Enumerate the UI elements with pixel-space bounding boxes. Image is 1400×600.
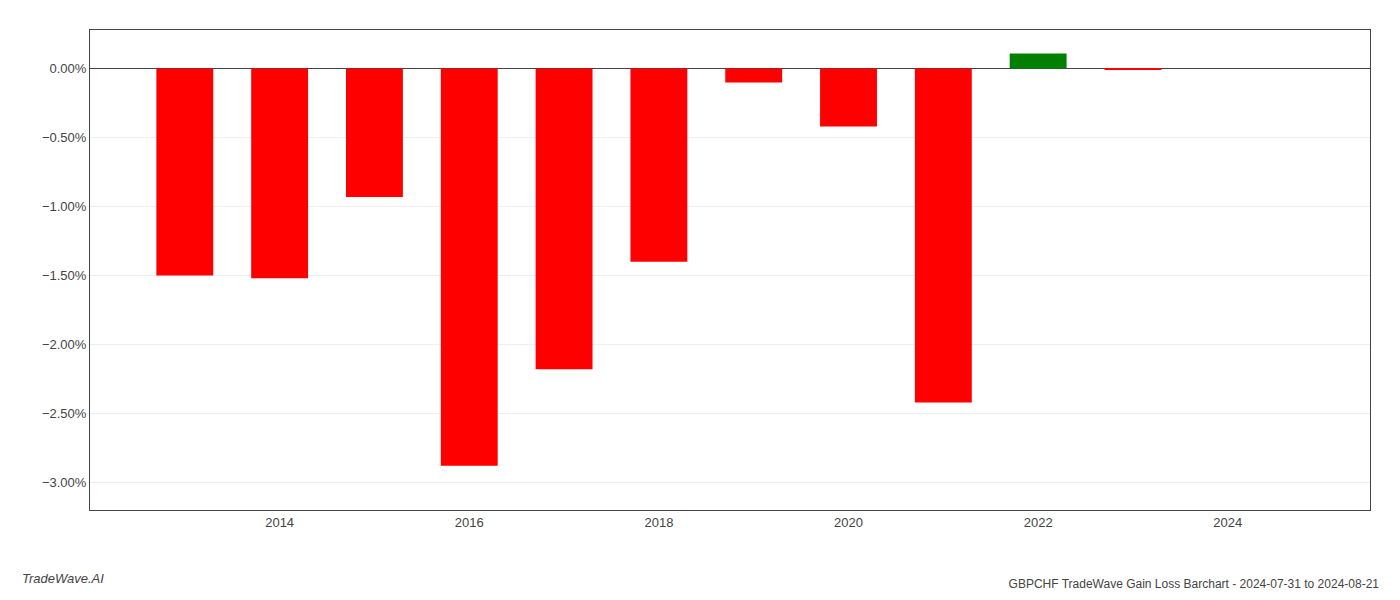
- svg-text:−0.50%: −0.50%: [42, 130, 87, 145]
- svg-text:2018: 2018: [644, 515, 673, 530]
- svg-text:−1.00%: −1.00%: [42, 199, 87, 214]
- svg-text:2024: 2024: [1213, 515, 1242, 530]
- svg-text:−2.00%: −2.00%: [42, 337, 87, 352]
- svg-text:2014: 2014: [265, 515, 294, 530]
- svg-text:TradeWave.AI: TradeWave.AI: [22, 571, 104, 586]
- svg-text:GBPCHF TradeWave Gain Loss Bar: GBPCHF TradeWave Gain Loss Barchart - 20…: [1009, 577, 1380, 591]
- svg-text:−3.00%: −3.00%: [42, 475, 87, 490]
- svg-text:2016: 2016: [455, 515, 484, 530]
- svg-text:0.00%: 0.00%: [50, 61, 87, 76]
- svg-text:2022: 2022: [1024, 515, 1053, 530]
- svg-text:2020: 2020: [834, 515, 863, 530]
- svg-text:−1.50%: −1.50%: [42, 268, 87, 283]
- svg-text:−2.50%: −2.50%: [42, 406, 87, 421]
